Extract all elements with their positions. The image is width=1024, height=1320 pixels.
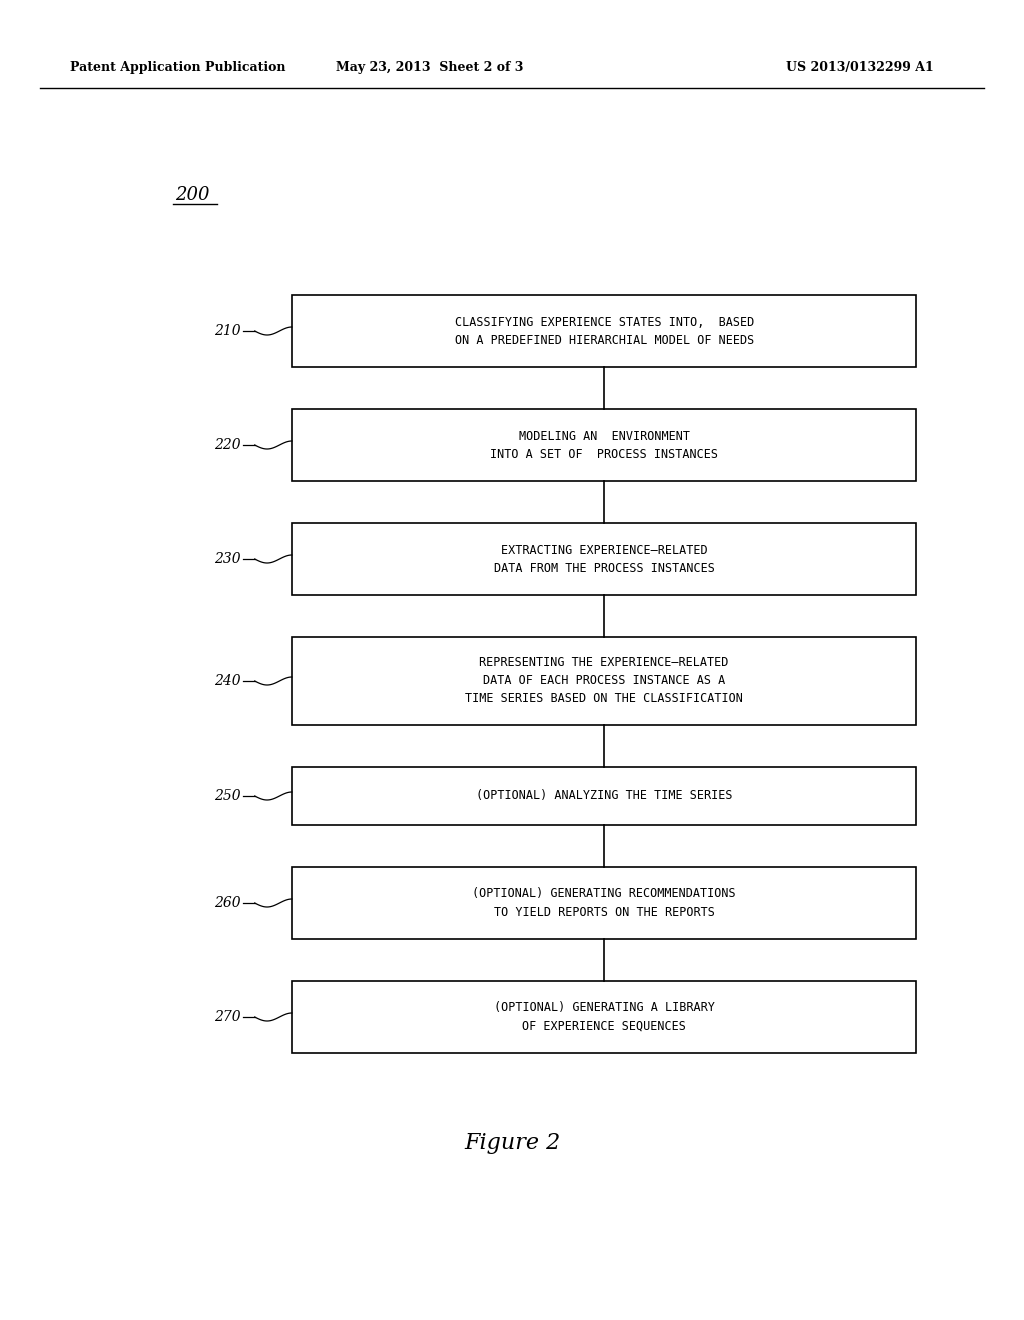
Text: INTO A SET OF  PROCESS INSTANCES: INTO A SET OF PROCESS INSTANCES <box>490 447 718 461</box>
Text: May 23, 2013  Sheet 2 of 3: May 23, 2013 Sheet 2 of 3 <box>336 62 523 74</box>
Text: Figure 2: Figure 2 <box>464 1133 560 1154</box>
Text: 230: 230 <box>214 552 241 566</box>
Text: TIME SERIES BASED ON THE CLASSIFICATION: TIME SERIES BASED ON THE CLASSIFICATION <box>465 693 743 705</box>
Text: 240: 240 <box>214 675 241 688</box>
Bar <box>292 523 916 595</box>
Bar <box>292 981 916 1053</box>
Text: TO YIELD REPORTS ON THE REPORTS: TO YIELD REPORTS ON THE REPORTS <box>494 906 715 919</box>
Bar <box>292 767 916 825</box>
Text: DATA OF EACH PROCESS INSTANCE AS A: DATA OF EACH PROCESS INSTANCE AS A <box>483 675 725 688</box>
Text: (OPTIONAL) GENERATING RECOMMENDATIONS: (OPTIONAL) GENERATING RECOMMENDATIONS <box>472 887 736 900</box>
Text: Patent Application Publication: Patent Application Publication <box>70 62 286 74</box>
Text: 260: 260 <box>214 896 241 909</box>
Text: OF EXPERIENCE SEQUENCES: OF EXPERIENCE SEQUENCES <box>522 1019 686 1032</box>
Bar <box>292 867 916 939</box>
Text: 220: 220 <box>214 438 241 451</box>
Text: REPRESENTING THE EXPERIENCE–RELATED: REPRESENTING THE EXPERIENCE–RELATED <box>479 656 729 669</box>
Text: ON A PREDEFINED HIERARCHIAL MODEL OF NEEDS: ON A PREDEFINED HIERARCHIAL MODEL OF NEE… <box>455 334 754 346</box>
Bar <box>292 409 916 480</box>
Bar <box>292 638 916 725</box>
Text: MODELING AN  ENVIRONMENT: MODELING AN ENVIRONMENT <box>519 429 689 442</box>
Text: US 2013/0132299 A1: US 2013/0132299 A1 <box>786 62 934 74</box>
Text: CLASSIFYING EXPERIENCE STATES INTO,  BASED: CLASSIFYING EXPERIENCE STATES INTO, BASE… <box>455 315 754 329</box>
Text: 270: 270 <box>214 1010 241 1024</box>
Text: 250: 250 <box>214 789 241 803</box>
Text: 200: 200 <box>175 186 210 205</box>
Bar <box>292 294 916 367</box>
Text: (OPTIONAL) ANALYZING THE TIME SERIES: (OPTIONAL) ANALYZING THE TIME SERIES <box>476 789 732 803</box>
Text: DATA FROM THE PROCESS INSTANCES: DATA FROM THE PROCESS INSTANCES <box>494 561 715 574</box>
Text: (OPTIONAL) GENERATING A LIBRARY: (OPTIONAL) GENERATING A LIBRARY <box>494 1002 715 1015</box>
Text: EXTRACTING EXPERIENCE–RELATED: EXTRACTING EXPERIENCE–RELATED <box>501 544 708 557</box>
Text: 210: 210 <box>214 323 241 338</box>
